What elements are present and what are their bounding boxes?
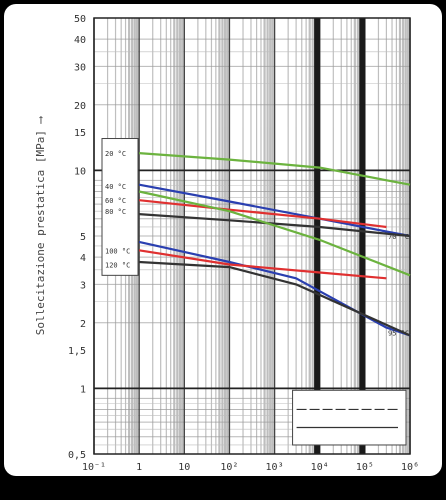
temperature-label: 60 °C	[105, 197, 126, 205]
temperature-label: 40 °C	[105, 183, 126, 191]
temperature-label: 80 °C	[105, 208, 126, 216]
temperature-label-box	[101, 138, 139, 276]
x-tick-label: 10²	[220, 462, 238, 473]
x-tick-label: 1	[136, 462, 142, 473]
y-tick-label: 40	[74, 35, 86, 46]
creep-chart: 0,5 1 1,5 2 3 4 5 10 15 20 30 40 50 10⁻¹ 1 10 10² 10³ 10⁴ 1…	[34, 14, 419, 473]
end-temperature-label: 70 °C	[388, 233, 409, 241]
y-tick-label: 0,5	[68, 450, 86, 461]
series-line	[139, 260, 411, 337]
series-line	[138, 183, 411, 238]
x-tick-label: 10³	[266, 462, 284, 473]
series-line	[138, 199, 387, 229]
x-tick-label: 10⁴	[311, 462, 329, 473]
series-line	[138, 190, 411, 277]
temperature-label: 100 °C	[105, 247, 130, 255]
x-tick-label: 10⁻¹	[82, 462, 106, 473]
y-tick-label: 15	[74, 128, 86, 139]
y-tick-label: 30	[74, 62, 86, 73]
y-tick-label: 5	[80, 232, 86, 243]
series-line	[138, 240, 411, 337]
legend-box	[292, 389, 407, 446]
y-tick-label: 10	[74, 166, 86, 177]
y-axis-label: Sollecitazione prestatica [MPa] ⟶	[34, 115, 47, 335]
y-tick-label: 1,5	[68, 346, 86, 357]
end-temperature-label: 95 °C	[388, 330, 409, 338]
y-tick-label: 2	[80, 319, 86, 330]
series-line	[139, 213, 411, 238]
x-tick-label: 10⁵	[356, 462, 374, 473]
y-tick-label: 1	[80, 384, 86, 395]
temperature-label: 120 °C	[105, 262, 130, 270]
x-tick-label: 10	[178, 462, 190, 473]
chart-frame: 0,5 1 1,5 2 3 4 5 10 15 20 30 40 50 10⁻¹ 1 10 10² 10³ 10⁴ 1…	[4, 4, 442, 476]
y-tick-label: 3	[80, 280, 86, 291]
y-tick-label: 50	[74, 14, 86, 25]
temperature-label: 20 °C	[105, 150, 126, 158]
x-tick-label: 10⁶	[401, 462, 419, 473]
series-line	[139, 152, 411, 186]
y-tick-label: 20	[74, 101, 86, 112]
bottom-border	[0, 478, 446, 500]
series-line	[138, 249, 387, 280]
y-tick-label: 4	[80, 253, 86, 264]
